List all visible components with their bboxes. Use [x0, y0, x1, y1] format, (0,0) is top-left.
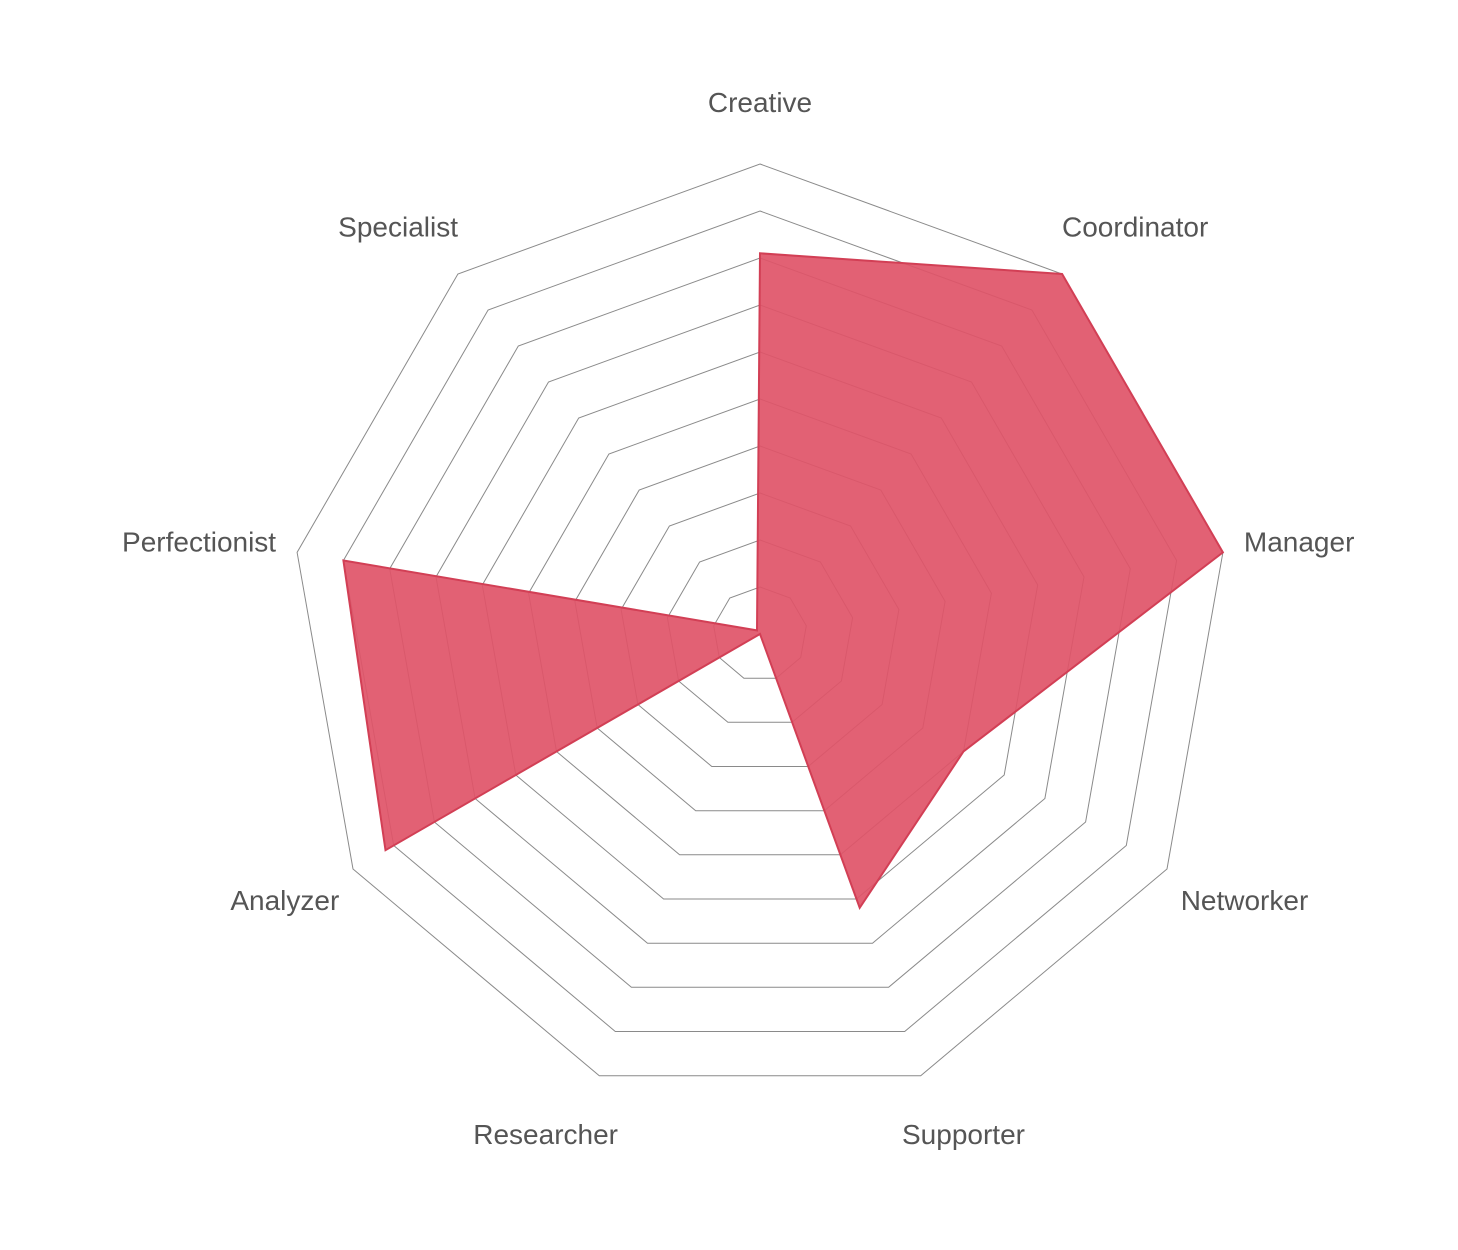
- radar-series: [342, 252, 1225, 911]
- axis-labels: Creative Coordinator Manager Networker Suppo…: [122, 87, 1354, 1150]
- axis-label: Coordinator: [1062, 212, 1208, 243]
- axis-label: Supporter: [902, 1119, 1025, 1150]
- axis-label: Researcher: [473, 1119, 618, 1150]
- axis-label: Manager: [1244, 527, 1355, 558]
- series-area: [342, 252, 1225, 911]
- axis-label: Networker: [1181, 885, 1309, 916]
- axis-label: Perfectionist: [122, 527, 276, 558]
- axis-label: Creative: [708, 87, 812, 118]
- axis-label: Analyzer: [230, 885, 339, 916]
- axis-label: Specialist: [338, 212, 458, 243]
